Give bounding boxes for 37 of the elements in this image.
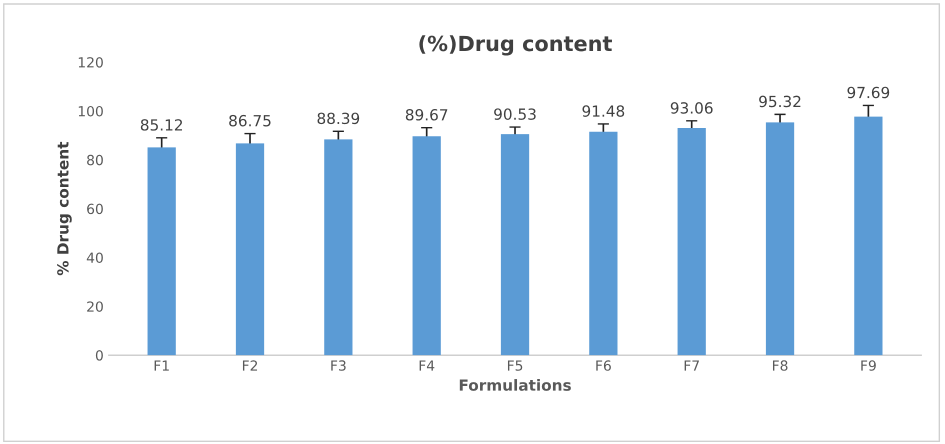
data-label: 97.69 xyxy=(847,86,890,98)
y-tick-label: 40 xyxy=(86,252,103,263)
x-tick-label: F3 xyxy=(331,360,346,371)
x-tick-label: F8 xyxy=(772,360,788,371)
data-label: 85.12 xyxy=(140,119,182,131)
x-tick-label: F6 xyxy=(596,360,611,371)
y-tick-label: 0 xyxy=(96,350,103,361)
y-tick-label: 20 xyxy=(87,301,103,312)
data-label: 86.75 xyxy=(229,114,271,126)
bar xyxy=(589,132,618,356)
bar xyxy=(412,136,441,356)
bar xyxy=(148,147,176,356)
x-tick-label: F4 xyxy=(420,360,434,371)
bar xyxy=(324,139,352,356)
data-label: 89.67 xyxy=(406,108,448,121)
x-tick-label: F5 xyxy=(508,360,522,371)
x-axis-title: Formulations xyxy=(460,379,571,391)
y-tick-label: 120 xyxy=(78,57,103,68)
bar xyxy=(678,128,706,356)
bar xyxy=(500,134,530,356)
data-label: 91.48 xyxy=(582,105,624,117)
chart-title: (%)Drug content xyxy=(419,35,612,56)
y-axis-title: % Drug content xyxy=(57,142,72,276)
y-tick-label: 80 xyxy=(87,154,103,166)
x-tick-label: F1 xyxy=(154,360,169,371)
y-tick-label: 100 xyxy=(78,106,103,116)
data-label: 95.32 xyxy=(759,96,800,108)
bar xyxy=(766,122,794,356)
bar xyxy=(854,116,883,356)
y-tick-label: 60 xyxy=(87,204,103,214)
data-label: 90.53 xyxy=(494,108,536,120)
data-label: 93.06 xyxy=(670,102,713,114)
bar xyxy=(236,143,264,356)
x-tick-label: F7 xyxy=(684,360,699,371)
data-label: 88.39 xyxy=(318,112,360,124)
x-tick-label: F2 xyxy=(242,360,258,371)
x-tick-label: F9 xyxy=(861,360,876,371)
